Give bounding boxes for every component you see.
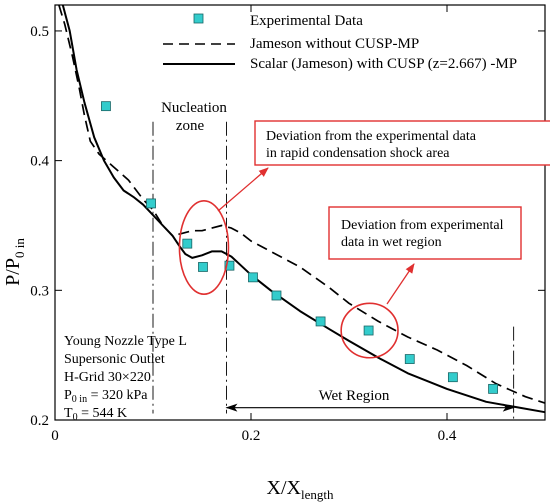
experimental-markers xyxy=(101,101,498,394)
info-line-outlet: Supersonic Outlet xyxy=(64,352,165,367)
annotation-box-shock: Deviation from the experimental data in … xyxy=(254,120,550,166)
y-axis-label: P/P0 in xyxy=(2,238,27,286)
series-line-jameson xyxy=(58,4,546,404)
y-tick-label: 0.3 xyxy=(30,283,49,299)
annotation-box-wet: Deviation from experimental data in wet … xyxy=(328,206,522,260)
legend-label-experimental: Experimental Data xyxy=(250,13,363,29)
annotation-arrow-wet xyxy=(386,263,415,305)
legend-marker-swatch xyxy=(193,13,204,24)
wet-region-annotation: Wet Region xyxy=(225,388,515,412)
x-axis-label-sub: length xyxy=(301,487,334,502)
info-pressure-sub: 0 in xyxy=(72,394,87,405)
wet-region-label: Wet Region xyxy=(319,388,390,404)
x-axis-label: X/Xlength xyxy=(267,477,334,502)
experimental-point xyxy=(101,101,111,112)
experimental-point xyxy=(198,262,208,272)
experimental-point xyxy=(146,198,156,209)
info-block: Young Nozzle Type L Supersonic Outlet H-… xyxy=(64,334,187,423)
annotation-box-wet-frame xyxy=(328,206,522,260)
legend-label-jameson: Jameson without CUSP-MP xyxy=(250,36,419,52)
annotation-box-wet-line1: Deviation from experimental xyxy=(341,218,504,233)
annotation-box-wet-line2: data in wet region xyxy=(341,235,442,250)
experimental-point xyxy=(363,325,374,336)
experimental-point xyxy=(248,272,258,283)
x-tick-label: 0.2 xyxy=(242,428,261,444)
x-tick-label: 0.4 xyxy=(438,428,457,444)
nucleation-zone-line1: Nucleation xyxy=(161,100,227,116)
highlight-ellipses xyxy=(178,200,399,359)
x-tick-label: 0 xyxy=(51,428,59,444)
experimental-point xyxy=(488,383,498,394)
experimental-point xyxy=(315,316,326,327)
annotation-box-shock-line1: Deviation from the experimental data xyxy=(266,129,477,144)
y-tick-label: 0.2 xyxy=(30,413,49,429)
nucleation-zone-line2: zone xyxy=(176,118,205,134)
experimental-point xyxy=(404,354,415,364)
experimental-point xyxy=(447,372,458,383)
annotation-box-shock-frame xyxy=(254,120,550,166)
highlight-ellipse-wet xyxy=(340,302,399,359)
x-axis-label-main: X/X xyxy=(267,477,302,499)
info-line-pressure: P0 in = 320 kPa xyxy=(64,388,148,405)
info-temperature-main: T xyxy=(64,406,73,421)
series-lines xyxy=(58,4,546,414)
axes: 0 0.2 0.40.20.30.40.5 xyxy=(30,5,545,444)
info-pressure-value: = 320 kPa xyxy=(87,388,148,403)
annotation-arrow-shock xyxy=(217,167,269,212)
experimental-point xyxy=(271,290,282,301)
y-tick-label: 0.4 xyxy=(30,154,49,170)
highlight-ellipse-shock xyxy=(178,200,230,296)
info-line-grid: H-Grid 30×220 xyxy=(64,370,151,385)
nucleation-zone-label: Nucleation zone xyxy=(161,100,227,134)
info-line-nozzle: Young Nozzle Type L xyxy=(64,334,187,349)
legend: Experimental Data Jameson without CUSP-M… xyxy=(163,13,517,72)
info-pressure-main: P xyxy=(64,388,72,403)
info-temperature-value: = 544 K xyxy=(78,406,128,421)
y-axis-label-main: P/P xyxy=(2,258,24,286)
plot-frame xyxy=(54,4,546,421)
annotation-box-shock-line2: in rapid condensation shock area xyxy=(266,146,450,161)
y-axis-label-sub: 0 in xyxy=(12,238,27,258)
y-tick-label: 0.5 xyxy=(30,24,49,40)
info-temperature-sub: 0 xyxy=(73,412,78,423)
legend-label-cusp: Scalar (Jameson) with CUSP (z=2.667) -MP xyxy=(250,56,517,72)
experimental-point xyxy=(182,238,193,249)
experimental-point xyxy=(224,260,235,271)
info-line-temperature: T0 = 544 K xyxy=(64,406,127,423)
series-line-cusp xyxy=(61,4,546,414)
